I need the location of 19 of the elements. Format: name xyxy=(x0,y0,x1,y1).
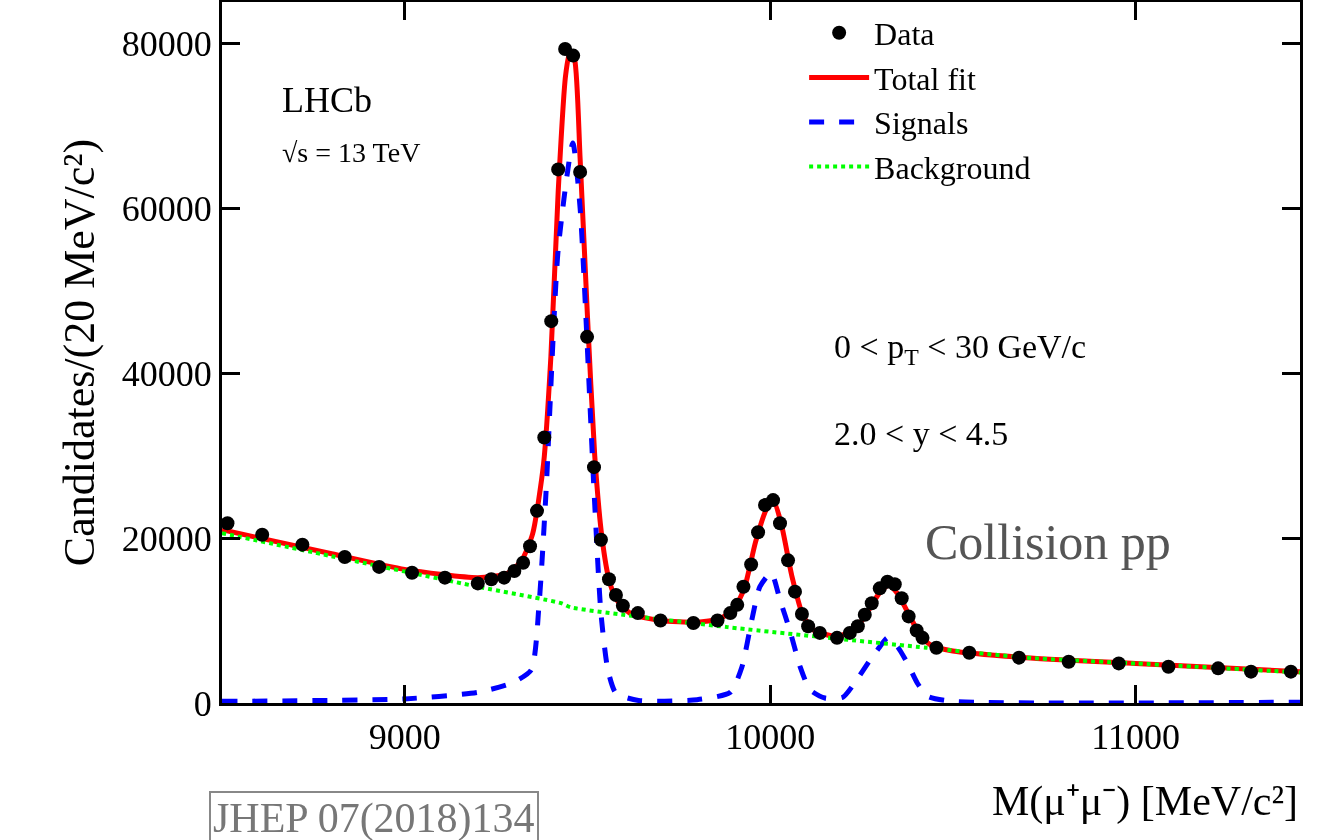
legend-label: Signals xyxy=(874,105,969,142)
x-axis-title: M(μ⁺μ⁻) [MeV/c²] xyxy=(992,778,1299,825)
y-tick-label: 60000 xyxy=(121,188,212,229)
x-tick-label: 9000 xyxy=(368,717,441,758)
y-axis-title: Candidates/(20 MeV/c²) xyxy=(54,138,104,567)
x-tick-label: 11000 xyxy=(1091,717,1180,758)
x-tick-label: 10000 xyxy=(725,717,816,758)
annotation: 0 < p$_{T}$ < 30 GeV/c xyxy=(834,328,1087,371)
y-tick-label: 0 xyxy=(193,683,212,724)
annotation: Collision pp xyxy=(925,514,1171,570)
annotation: 2.0 < y < 4.5 xyxy=(834,415,1009,452)
y-tick-label: 80000 xyxy=(121,23,212,64)
y-tick-label: 40000 xyxy=(121,353,212,394)
legend-label: Background xyxy=(874,150,1031,187)
legend-label: Total fit xyxy=(874,60,976,97)
annotation: √s = 13 TeV xyxy=(282,137,421,168)
legend-label: Data xyxy=(874,16,935,53)
annotation: LHCb xyxy=(282,80,372,120)
y-tick-label: 20000 xyxy=(121,518,212,559)
